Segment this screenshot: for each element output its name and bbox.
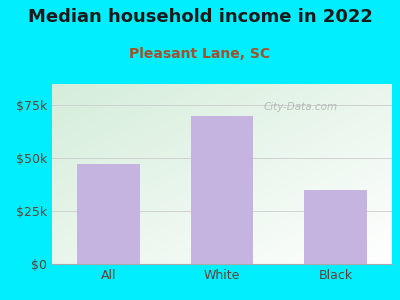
Text: City-Data.com: City-Data.com [263,102,337,112]
Bar [304,190,366,264]
Text: Median household income in 2022: Median household income in 2022 [28,8,372,26]
Bar [191,116,253,264]
Text: Pleasant Lane, SC: Pleasant Lane, SC [130,46,270,61]
Bar [78,164,140,264]
